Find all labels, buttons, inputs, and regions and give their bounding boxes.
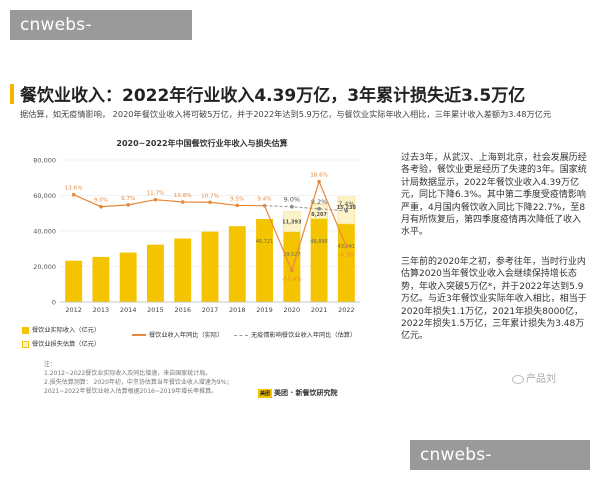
legend-loss-estimate: 餐饮业损失估算（亿元） <box>22 339 100 348</box>
x-tick-label: 2012 <box>65 306 82 314</box>
x-tick-label: 2021 <box>311 306 328 314</box>
x-tick-label: 2017 <box>202 306 219 314</box>
legend-yoy-actual: 餐饮业收入年同比（实际） <box>132 330 223 339</box>
bar-actual-revenue <box>256 219 273 302</box>
notes-line-3: 2021~2022年餐饮业收入估算根据2016~2019年增长率推算。 <box>44 388 218 395</box>
y-tick-label: 0 <box>52 299 56 307</box>
notes-line-1: 1.2012~2022餐饮业实际收入及同比增速，来自国家统计局。 <box>44 370 212 377</box>
bar-actual-revenue <box>283 231 301 302</box>
revenue-chart: 2020~2022年中国餐饮行业年收入与损失估算 0 20,000 40,000 60… <box>16 134 388 420</box>
point-yoy-actual <box>153 197 158 202</box>
x-tick-label: 2013 <box>93 306 110 314</box>
point-yoy-actual <box>262 203 267 208</box>
series-line-yoy-estimate <box>264 205 347 212</box>
label-yoy-actual: 10.7% <box>201 193 219 199</box>
watermark-bottom: cnwebs-mjgame.com <box>410 440 590 480</box>
label-yoy-actual: 13.6% <box>65 186 83 192</box>
legend-swatch-line <box>132 334 146 336</box>
y-tick-label: 60,000 <box>33 192 56 200</box>
bar-actual-revenue <box>310 218 328 302</box>
y-tick-label: 20,000 <box>33 263 56 271</box>
point-yoy-actual <box>126 203 130 207</box>
page-title: 餐饮业收入：2022年行业收入4.39万亿，3年累计损失近3.5万亿 <box>20 86 526 106</box>
meituan-logo-icon: 美团 <box>258 388 273 398</box>
bar-actual-revenue <box>147 244 164 302</box>
title-accent-bar <box>10 84 14 104</box>
point-yoy-actual <box>317 179 321 184</box>
label-yoy-actual: 9.4% <box>257 197 271 203</box>
x-tick-label: 2019 <box>256 306 273 314</box>
label-yoy-actual: 18.6% <box>310 173 328 179</box>
label-yoy-actual: 10.8% <box>174 193 192 199</box>
point-yoy-actual <box>235 203 240 208</box>
label-yoy-actual: -6.3% <box>338 253 354 259</box>
chart-plot: 0 20,000 40,000 60,000 80,000 2012 2013 2014 201… <box>33 157 360 314</box>
brand-name: 美团 · 新餐饮研究院 <box>274 389 338 397</box>
point-yoy-actual <box>290 268 294 273</box>
legend-swatch-loss <box>22 340 29 348</box>
x-tick-label: 2018 <box>229 306 246 314</box>
y-tick-label: 80,000 <box>33 157 56 165</box>
label-yoy-estimate: 9.0% <box>284 196 301 204</box>
body-paragraph-2: 三年前的2020年之初，参考往年，当时行业内估算2020当年餐饮业收入会继续保持… <box>401 257 587 342</box>
point-yoy-actual <box>344 244 349 249</box>
bar-actual-revenue <box>174 238 192 302</box>
bar-actual-revenue <box>92 256 110 302</box>
x-tick-label: 2016 <box>174 306 191 314</box>
label-yoy-actual: 9.5% <box>230 196 244 202</box>
x-tick-label: 2015 <box>147 306 164 314</box>
x-tick-label: 2014 <box>120 306 137 314</box>
point-yoy-estimate <box>317 207 321 211</box>
point-yoy-actual <box>208 200 212 205</box>
x-tick-label: 2022 <box>338 306 355 314</box>
body-paragraph-1: 过去3年，从武汉、上海到北京，社会发展历经各考验，餐饮业更是经历了失速的3年。国… <box>401 153 587 238</box>
bar-actual-label: 46,721 <box>256 239 274 245</box>
legend-swatch-bar <box>22 326 29 334</box>
point-yoy-estimate <box>344 209 349 213</box>
bar-loss-estimate <box>283 211 301 233</box>
notes-head: 注： <box>44 361 57 368</box>
label-yoy-actual: 11.7% <box>147 191 165 197</box>
wechat-icon <box>512 374 524 384</box>
label-yoy-actual: 9.7% <box>121 196 135 202</box>
legend-yoy-estimate: 无疫情影响餐饮业收入年同比（估算） <box>234 330 356 339</box>
author-signature: 产品刘 <box>512 370 556 385</box>
bar-loss-label: 8,207 <box>311 212 327 218</box>
watermark-top: cnwebs-mjgame.com <box>10 10 192 59</box>
bar-loss-label: 11,393 <box>282 220 302 226</box>
bar-actual-revenue <box>228 226 246 302</box>
bar-loss-estimate <box>310 203 328 220</box>
point-yoy-estimate <box>290 204 294 209</box>
notes-line-2: 2.损失估算测算： 2020年初，中烹协估算当年餐饮业收入增速为9%； <box>44 379 233 386</box>
bar-actual-revenue <box>201 231 219 302</box>
legend-swatch-dashed <box>234 334 248 336</box>
bar-actual-revenue <box>65 260 83 302</box>
page-subtitle: 据估算，如无疫情影响， 2020年餐饮业收入将可破5万亿，并于2022年达到5.… <box>20 109 552 119</box>
bar-actual-label: 39,527 <box>283 252 301 258</box>
brand-credit: 美团 美团 · 新餐饮研究院 <box>258 388 338 398</box>
bar-actual-revenue <box>119 252 137 302</box>
y-tick-label: 40,000 <box>33 228 56 236</box>
bar-loss-label: 15,238 <box>337 205 357 211</box>
x-tick-label: 2020 <box>284 306 301 314</box>
point-yoy-actual <box>99 204 103 209</box>
legend-actual-revenue: 餐饮业实际收入（亿元） <box>22 325 100 334</box>
chart-notes: 注： 1.2012~2022餐饮业实际收入及同比增速，来自国家统计局。 2.损失… <box>44 360 232 396</box>
point-yoy-actual <box>71 192 76 197</box>
label-yoy-actual: -15.4% <box>282 276 302 282</box>
bar-actual-revenue <box>337 224 355 302</box>
label-yoy-estimate: 8.2% <box>311 198 328 206</box>
label-yoy-estimate: 7.4% <box>338 200 355 208</box>
chart-title: 2020~2022年中国餐饮行业年收入与损失估算 <box>116 139 288 148</box>
bar-actual-label: 46,895 <box>310 239 328 245</box>
point-yoy-actual <box>180 200 185 204</box>
label-yoy-actual: 9.0% <box>94 198 108 204</box>
